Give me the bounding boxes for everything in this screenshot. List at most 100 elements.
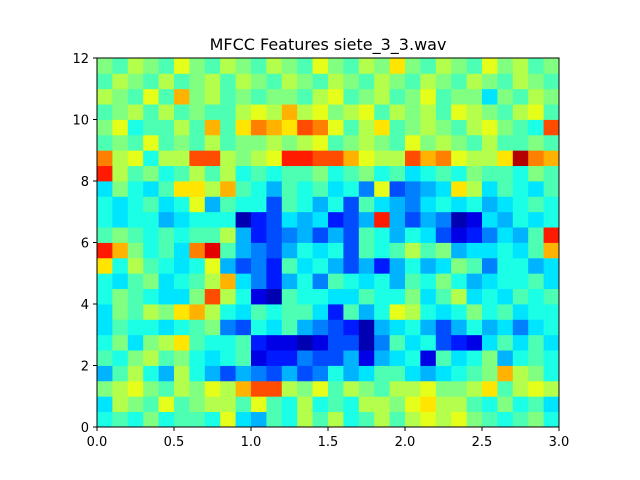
heatmap-cell xyxy=(466,319,483,336)
heatmap-cell xyxy=(512,257,529,274)
heatmap-cell xyxy=(112,134,129,151)
heatmap-cell xyxy=(189,150,206,167)
heatmap-cell xyxy=(405,196,421,213)
heatmap-cell xyxy=(266,196,283,213)
heatmap-cell xyxy=(358,150,375,167)
heatmap-cell xyxy=(451,242,467,259)
heatmap-cell xyxy=(297,350,313,366)
heatmap-cell xyxy=(143,288,159,305)
heatmap-cell xyxy=(112,104,129,120)
heatmap-cell xyxy=(343,257,360,274)
heatmap-cell xyxy=(312,211,329,228)
heatmap-cell xyxy=(266,304,283,320)
heatmap-cell xyxy=(374,396,390,413)
heatmap-cell xyxy=(97,181,113,197)
heatmap-cell xyxy=(528,181,544,197)
heatmap-cell xyxy=(374,350,390,366)
heatmap-cell xyxy=(189,104,206,120)
heatmap-cell xyxy=(266,273,283,290)
heatmap-cell xyxy=(220,411,236,428)
heatmap-cell xyxy=(328,319,344,336)
heatmap-cell xyxy=(482,211,498,228)
heatmap-cell xyxy=(297,257,313,274)
heatmap-cell xyxy=(405,165,421,182)
heatmap-cell xyxy=(482,288,498,305)
heatmap-cell xyxy=(189,58,206,74)
heatmap-cell xyxy=(127,211,144,228)
heatmap-cell xyxy=(420,150,437,167)
heatmap-cell xyxy=(97,350,113,366)
heatmap-cell xyxy=(451,58,467,74)
heatmap-cell xyxy=(174,227,190,243)
heatmap-cell xyxy=(435,58,452,74)
heatmap-cell xyxy=(435,181,452,197)
heatmap-cell xyxy=(328,273,344,290)
heatmap-cell xyxy=(251,104,267,120)
heatmap-cells xyxy=(97,58,560,428)
heatmap-cell xyxy=(312,242,329,259)
heatmap-cell xyxy=(174,411,190,428)
heatmap-cell xyxy=(328,242,344,259)
heatmap-cell xyxy=(420,104,437,120)
heatmap-cell xyxy=(112,181,129,197)
heatmap-cell xyxy=(174,211,190,228)
heatmap-cell xyxy=(97,304,113,320)
heatmap-cell xyxy=(174,58,190,74)
heatmap-cell xyxy=(543,227,560,243)
heatmap-cell xyxy=(189,88,206,105)
heatmap-cell xyxy=(204,319,221,336)
heatmap-cell xyxy=(112,119,129,136)
heatmap-cell xyxy=(512,411,529,428)
heatmap-cell xyxy=(97,196,113,213)
heatmap-cell xyxy=(189,334,206,351)
heatmap-cell xyxy=(451,350,467,366)
heatmap-cell xyxy=(528,334,544,351)
heatmap-cell xyxy=(482,242,498,259)
heatmap-cell xyxy=(143,242,159,259)
heatmap-cell xyxy=(374,365,390,382)
heatmap-cell xyxy=(328,257,344,274)
heatmap-cell xyxy=(127,119,144,136)
heatmap-cell xyxy=(97,58,113,74)
heatmap-cell xyxy=(312,257,329,274)
heatmap-cell xyxy=(204,288,221,305)
heatmap-cell xyxy=(266,211,283,228)
heatmap-cell xyxy=(497,288,514,305)
heatmap-cell xyxy=(297,181,313,197)
heatmap-cell xyxy=(328,334,344,351)
heatmap-cell xyxy=(251,242,267,259)
heatmap-cell xyxy=(235,350,252,366)
heatmap-cell xyxy=(328,288,344,305)
heatmap-cell xyxy=(543,181,560,197)
heatmap-cell xyxy=(143,58,159,74)
heatmap-cell xyxy=(512,319,529,336)
heatmap-cell xyxy=(97,288,113,305)
heatmap-cell xyxy=(482,227,498,243)
heatmap-cell xyxy=(127,273,144,290)
heatmap-cell xyxy=(482,380,498,397)
heatmap-cell xyxy=(97,73,113,90)
heatmap-cell xyxy=(405,181,421,197)
chart-title: MFCC Features siete_3_3.wav xyxy=(210,35,447,55)
heatmap-cell xyxy=(466,165,483,182)
heatmap-cell xyxy=(251,288,267,305)
heatmap-cell xyxy=(389,134,406,151)
heatmap-cell xyxy=(343,150,360,167)
heatmap-cell xyxy=(374,411,390,428)
heatmap-cell xyxy=(220,88,236,105)
heatmap-cell xyxy=(220,288,236,305)
heatmap-cell xyxy=(358,350,375,366)
heatmap-cell xyxy=(405,334,421,351)
heatmap-cell xyxy=(281,396,298,413)
heatmap-cell xyxy=(174,273,190,290)
heatmap-cell xyxy=(435,365,452,382)
heatmap-cell xyxy=(358,396,375,413)
heatmap-cell xyxy=(451,134,467,151)
heatmap-cell xyxy=(220,134,236,151)
heatmap-cell xyxy=(343,58,360,74)
heatmap-cell xyxy=(189,73,206,90)
heatmap-cell xyxy=(112,150,129,167)
heatmap-cell xyxy=(497,257,514,274)
heatmap-cell xyxy=(266,411,283,428)
heatmap-cell xyxy=(143,181,159,197)
